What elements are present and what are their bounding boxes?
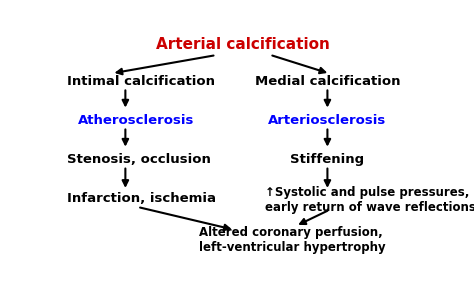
Text: Intimal calcification: Intimal calcification [66, 75, 215, 88]
Text: Infarction, ischemia: Infarction, ischemia [66, 192, 216, 205]
Text: Atherosclerosis: Atherosclerosis [78, 114, 194, 127]
Text: Medial calcification: Medial calcification [255, 75, 400, 88]
Text: Arteriosclerosis: Arteriosclerosis [268, 114, 386, 127]
Text: Stiffening: Stiffening [291, 153, 365, 166]
Text: Altered coronary perfusion,
left-ventricular hypertrophy: Altered coronary perfusion, left-ventric… [199, 226, 385, 254]
Text: ↑Systolic and pulse pressures,
early return of wave reflections: ↑Systolic and pulse pressures, early ret… [265, 186, 474, 214]
Text: Stenosis, occlusion: Stenosis, occlusion [66, 153, 210, 166]
Text: Arterial calcification: Arterial calcification [156, 37, 330, 52]
